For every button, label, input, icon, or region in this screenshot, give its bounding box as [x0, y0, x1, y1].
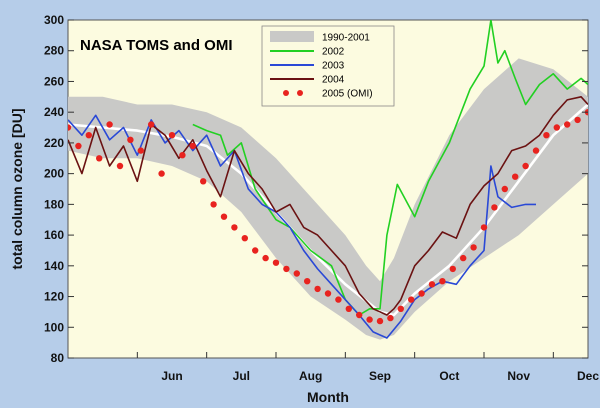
point-2005 [85, 132, 93, 139]
point-2005 [335, 296, 342, 303]
point-2005 [293, 270, 300, 277]
point-2005 [491, 204, 498, 211]
point-2005 [158, 170, 165, 177]
point-2005 [324, 290, 332, 297]
x-axis-label: Month [307, 389, 349, 405]
y-tick-label: 260 [44, 74, 64, 88]
series-line-2004 [68, 96, 588, 316]
point-2005 [376, 317, 384, 325]
x-tick-label: Aug [299, 369, 322, 383]
legend-swatch-dot [297, 90, 303, 96]
point-2005 [314, 285, 321, 293]
point-2005 [200, 178, 207, 185]
point-2005 [532, 147, 540, 154]
point-2005 [439, 278, 446, 285]
legend-label: 2004 [322, 75, 345, 86]
point-2005 [397, 305, 404, 312]
x-tick-label: Sep [369, 369, 391, 383]
y-tick-label: 200 [44, 167, 64, 181]
point-2005 [220, 213, 228, 220]
point-2005 [116, 162, 124, 170]
point-2005 [408, 296, 415, 303]
point-2005 [189, 142, 196, 150]
point-2005 [387, 314, 394, 322]
point-2005 [480, 224, 488, 231]
point-2005 [356, 311, 363, 319]
chart-title: NASA TOMS and OMI [80, 37, 233, 54]
x-tick-label: Nov [507, 369, 530, 383]
point-2005 [272, 259, 280, 266]
point-2005 [543, 132, 550, 139]
y-axis-label: total column ozone [DU] [9, 109, 25, 270]
point-2005 [148, 121, 155, 128]
y-tick-label: 300 [44, 13, 64, 27]
point-2005 [553, 124, 560, 131]
point-2005 [127, 136, 134, 143]
legend-swatch-band [270, 31, 314, 42]
y-tick-label: 80 [51, 351, 65, 365]
point-2005 [345, 305, 352, 312]
point-2005 [252, 247, 259, 254]
point-2005 [304, 278, 311, 285]
point-2005 [96, 155, 103, 162]
y-tick-label: 280 [44, 44, 64, 58]
x-tick-label: Dec [577, 369, 599, 383]
y-tick-label: 180 [44, 197, 64, 211]
point-2005 [418, 290, 425, 297]
point-2005 [106, 121, 113, 128]
band-1990-2001 [68, 58, 588, 340]
x-tick-label: Jul [233, 369, 250, 383]
point-2005 [75, 142, 82, 150]
x-tick-label: Oct [439, 369, 459, 383]
y-tick-label: 140 [44, 259, 64, 273]
point-2005 [179, 152, 186, 159]
point-2005 [241, 235, 248, 242]
point-2005 [283, 265, 290, 273]
point-2005 [512, 173, 519, 180]
point-2005 [501, 185, 508, 193]
legend-label: 2002 [322, 47, 345, 58]
legend-label: 2003 [322, 61, 345, 72]
y-tick-label: 220 [44, 136, 64, 150]
point-2005 [137, 147, 144, 154]
legend-label: 1990-2001 [322, 33, 370, 44]
point-2005 [210, 201, 217, 208]
point-2005 [428, 281, 436, 288]
point-2005 [68, 124, 72, 131]
point-2005 [564, 121, 571, 128]
legend-label: 2005 (OMI) [322, 89, 373, 100]
point-2005 [366, 316, 373, 323]
y-tick-label: 240 [44, 105, 64, 119]
y-tick-label: 120 [44, 290, 64, 304]
point-2005 [449, 265, 456, 273]
point-2005 [574, 116, 581, 124]
point-2005 [460, 254, 467, 262]
point-2005 [262, 254, 269, 262]
point-2005 [168, 132, 176, 139]
point-2005 [231, 224, 238, 231]
point-2005 [522, 162, 529, 170]
x-tick-label: Jun [161, 369, 182, 383]
y-tick-label: 100 [44, 320, 64, 334]
point-2005 [470, 244, 477, 251]
legend-swatch-dot [283, 90, 289, 96]
legend: 1990-2001 2002 2003 2004 2005 (OMI) [261, 25, 395, 107]
series-line-2002 [192, 20, 588, 316]
y-tick-label: 160 [44, 228, 64, 242]
